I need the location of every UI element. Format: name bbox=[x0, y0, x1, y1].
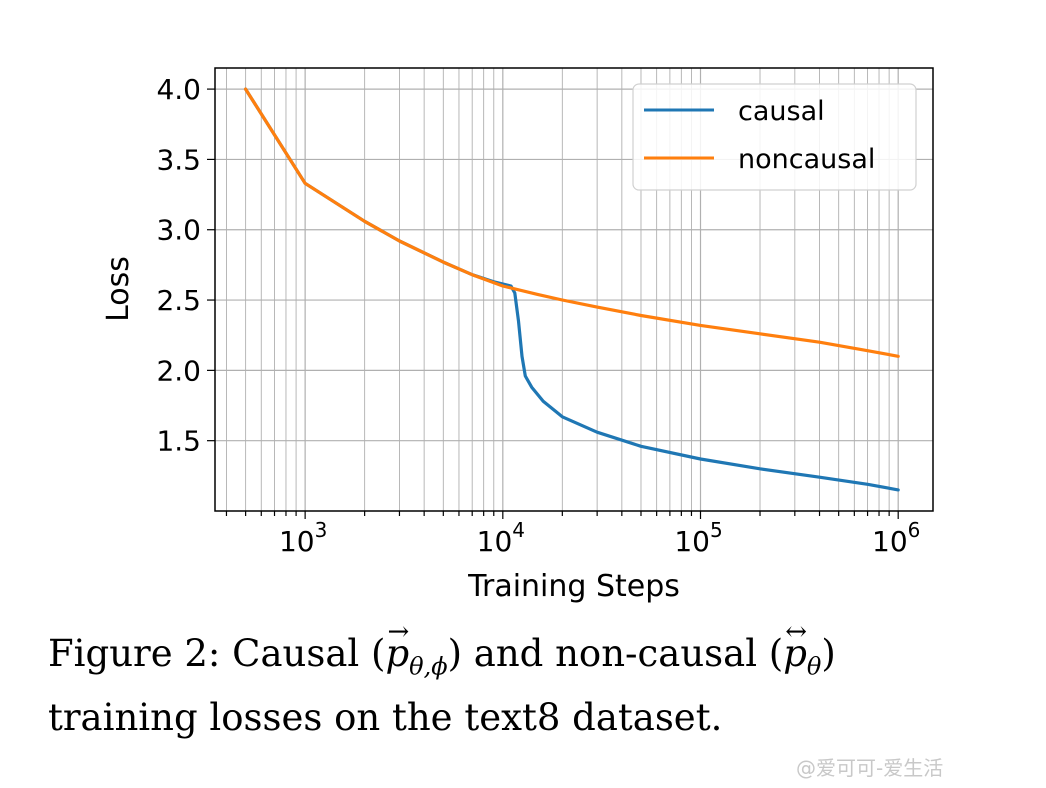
x-axis-title: Training Steps bbox=[467, 569, 680, 604]
chart-series bbox=[244, 87, 900, 492]
x-tick-label: 103 bbox=[279, 518, 327, 558]
y-tick-label: 2.0 bbox=[156, 354, 201, 387]
caption-causal-arrow: → bbox=[387, 617, 410, 647]
caption-noncausal-subscript: θ bbox=[806, 652, 822, 681]
x-tick-label: 104 bbox=[477, 518, 525, 558]
y-tick-label: 3.0 bbox=[156, 214, 201, 247]
caption-causal-word: Causal bbox=[232, 632, 360, 675]
y-axis-title: Loss bbox=[101, 256, 136, 322]
x-tick-label: 106 bbox=[872, 518, 920, 558]
y-tick-label: 1.5 bbox=[156, 425, 201, 458]
watermark: @爱可可-爱生活 bbox=[796, 756, 944, 780]
y-tick-label: 4.0 bbox=[156, 73, 201, 106]
y-tick-label: 3.5 bbox=[156, 143, 201, 176]
caption-causal-subscript: θ,ϕ bbox=[409, 652, 448, 681]
legend-label-noncausal: noncausal bbox=[738, 144, 875, 175]
caption-noncausal-symbol: ↔ pθ bbox=[783, 617, 822, 692]
y-tick-label: 2.5 bbox=[156, 284, 201, 317]
caption-line-2: training losses on the text8 dataset. bbox=[48, 696, 723, 740]
plot-frame bbox=[214, 67, 934, 512]
figure-caption: Figure 2: Causal (→ pθ,ϕ) and non-causal … bbox=[48, 617, 1018, 744]
caption-causal-symbol: → pθ,ϕ bbox=[385, 617, 448, 692]
caption-middle-text: and non-causal bbox=[473, 632, 758, 675]
caption-figure-label: Figure 2: bbox=[48, 632, 221, 675]
legend: causal noncausal bbox=[632, 83, 917, 191]
series-line-noncausal bbox=[244, 87, 900, 358]
chart-axes: 1.5 2.0 2.5 3.0 3.5 4.0 103 104 105 106 bbox=[156, 73, 920, 558]
x-tick-label: 105 bbox=[674, 518, 722, 558]
loss-chart: 1.5 2.0 2.5 3.0 3.5 4.0 103 104 105 106 Training … bbox=[101, 67, 934, 604]
legend-label-causal: causal bbox=[738, 96, 825, 127]
caption-noncausal-arrow: ↔ bbox=[785, 617, 808, 647]
